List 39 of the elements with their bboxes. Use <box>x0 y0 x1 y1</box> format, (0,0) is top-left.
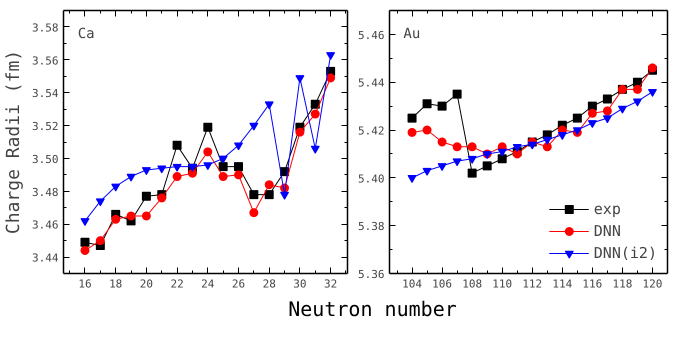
y-tick-label: 3.56 <box>32 54 59 68</box>
y-tick-label: 5.38 <box>358 220 385 234</box>
annotation: Au <box>403 26 420 42</box>
x-axis-title: Neutron number <box>288 296 457 323</box>
y-tick-label: 5.36 <box>358 268 385 281</box>
x-tick-label: 16 <box>78 278 92 290</box>
x-tick-label: 22 <box>170 278 184 290</box>
y-tick-label: 3.46 <box>32 218 59 232</box>
x-tick-label: 28 <box>262 278 276 290</box>
legend-label: DNN(i2) <box>594 244 657 262</box>
y-tick-label: 3.48 <box>32 186 59 199</box>
legend-label: DNN <box>594 222 621 240</box>
x-tick-label: 30 <box>293 278 307 290</box>
x-tick-label: 118 <box>612 278 632 290</box>
y-tick-label: 3.54 <box>32 87 59 100</box>
y-axis-title: Charge Radii (fm) <box>3 50 24 234</box>
x-tick-label: 32 <box>324 278 338 290</box>
y-tick-label: 3.50 <box>32 152 59 166</box>
x-tick-label: 104 <box>402 278 422 290</box>
y-tick-label: 5.46 <box>358 28 385 42</box>
y-tick-label: 3.44 <box>32 252 59 265</box>
annotation: Ca <box>78 26 95 42</box>
x-tick-label: 110 <box>492 278 512 290</box>
y-tick-label: 3.58 <box>32 21 59 34</box>
x-tick-label: 20 <box>140 278 154 290</box>
x-tick-label: 114 <box>552 278 573 290</box>
legend-label: exp <box>594 200 621 218</box>
x-tick-label: 106 <box>432 278 452 290</box>
x-tick-label: 112 <box>522 278 542 290</box>
x-tick-label: 116 <box>582 278 602 290</box>
y-tick-label: 3.52 <box>32 120 59 134</box>
x-tick-label: 18 <box>109 278 122 290</box>
y-tick-label: 5.42 <box>358 124 385 138</box>
y-tick-label: 5.44 <box>358 76 385 90</box>
x-tick-label: 26 <box>232 278 246 290</box>
x-tick-label: 108 <box>462 278 482 290</box>
x-tick-label: 24 <box>201 278 215 290</box>
y-tick-label: 5.40 <box>358 172 385 186</box>
x-tick-label: 120 <box>642 278 662 290</box>
